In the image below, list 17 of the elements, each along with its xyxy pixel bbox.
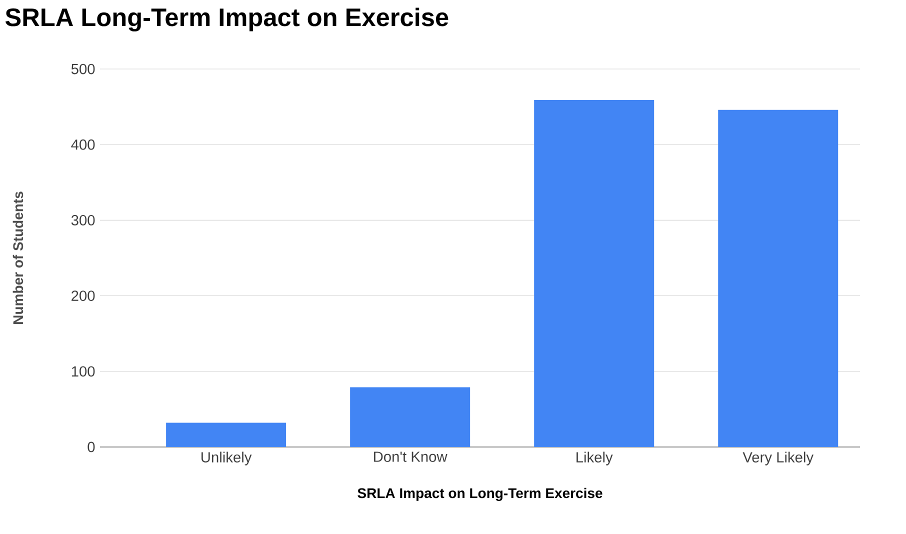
bar [350, 387, 470, 447]
chart-title: SRLA Long-Term Impact on Exercise [5, 8, 448, 32]
bar [718, 110, 838, 447]
y-tick-label: 100 [72, 366, 95, 377]
bar [534, 100, 654, 447]
y-tick-label: 500 [71, 64, 95, 74]
y-axis-title: Number of Students [12, 192, 24, 324]
y-tick-label: 400 [71, 139, 95, 150]
x-tick-label: Don't Know [374, 452, 448, 462]
x-axis-title: SRLA Impact on Long-Term Exercise [358, 488, 602, 501]
bar [166, 422, 286, 447]
y-tick-label: 300 [71, 215, 95, 226]
y-tick-label: 200 [72, 290, 95, 301]
y-tick-label: 0 [88, 442, 95, 452]
x-tick-label: Unlikely [202, 452, 252, 466]
x-tick-label: Likely [576, 452, 613, 466]
x-tick-label: Very Likely [742, 452, 814, 466]
